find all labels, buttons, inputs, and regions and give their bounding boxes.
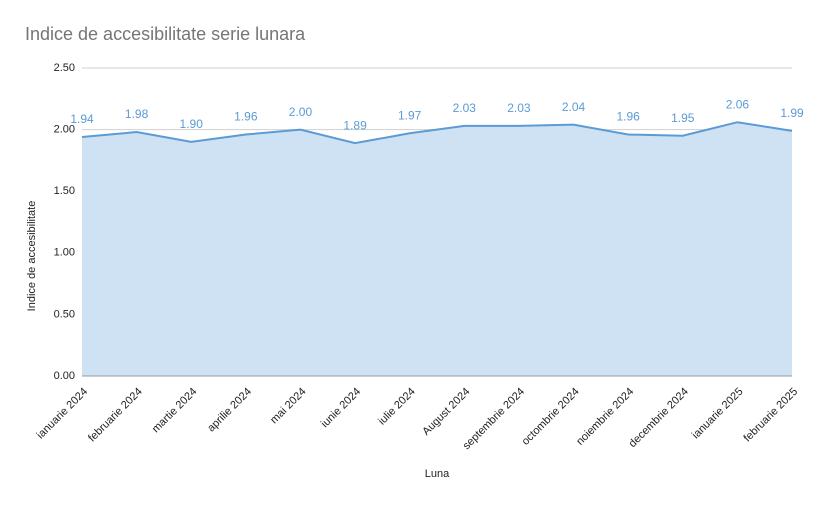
area [82,122,792,376]
y-tick-label: 0.00 [54,370,75,382]
y-tick-label: 1.00 [54,247,75,259]
value-label: 1.98 [125,107,149,121]
y-tick-label: 2.00 [54,124,75,136]
value-label: 2.03 [453,101,477,115]
x-tick-label: ianuarie 2024 [35,386,91,442]
x-tick-label: ianuarie 2025 [690,386,746,442]
x-tick-label: octombrie 2024 [520,386,582,448]
y-tick-label: 0.50 [54,308,75,320]
chart-title: Indice de accesibilitate serie lunara [25,24,306,44]
value-label: 1.89 [343,118,367,132]
x-tick-label: noiembrie 2024 [574,386,636,448]
x-axis-label: Luna [425,468,450,480]
y-tick-label: 1.50 [54,185,75,197]
line [81,121,793,145]
value-label: 2.06 [726,97,750,111]
value-label: 1.99 [780,106,804,120]
value-label: 1.96 [616,110,640,124]
x-tick-label: februarie 2024 [86,386,145,445]
x-tick-label: martie 2024 [150,386,200,436]
x-tick-label: februarie 2025 [742,386,801,445]
y-axis-label: Indice de accesibilitate [26,201,38,312]
value-label: 1.97 [398,108,422,122]
x-tick-label: iulie 2024 [376,386,418,428]
x-tick-label: mai 2024 [268,386,308,426]
x-tick-label: August 2024 [420,386,472,438]
x-tick-label: aprilie 2024 [205,386,254,435]
value-label: 2.00 [289,105,313,119]
y-tick-label: 2.50 [54,62,75,74]
value-label: 1.95 [671,111,695,125]
value-label: 2.04 [562,100,586,114]
value-label: 1.94 [70,112,94,126]
value-label: 1.96 [234,110,258,124]
x-tick-label: decembrie 2024 [627,386,691,450]
value-label: 2.03 [507,101,531,115]
x-tick-label: iunie 2024 [319,386,363,430]
value-label: 1.90 [180,117,204,131]
